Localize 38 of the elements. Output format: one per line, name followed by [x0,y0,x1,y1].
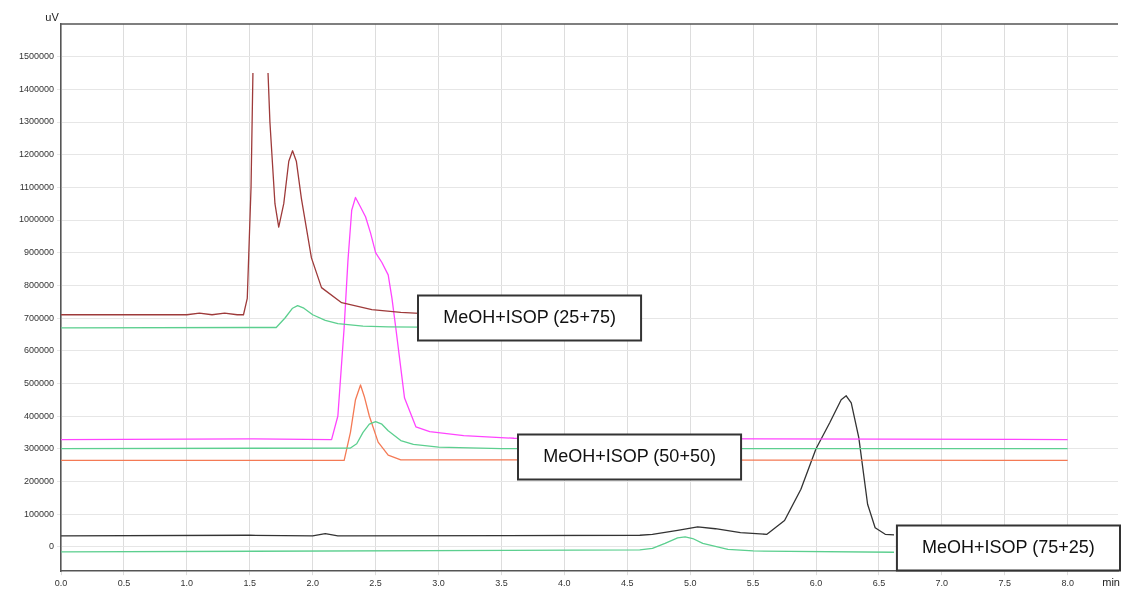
y-tick-label: 1300000 [18,116,55,127]
y-tick-label: 900000 [23,247,55,258]
annotation: MeOH+ISOP (25+75) [443,306,616,327]
y-tick-label: 200000 [23,475,55,486]
y-tick-label: 400000 [23,410,55,421]
x-tick-label: 6.0 [809,578,823,589]
annotation: MeOH+ISOP (75+25) [922,536,1095,557]
y-tick-label: 600000 [23,345,55,356]
x-tick-label: 2.5 [369,578,382,589]
y-tick-label: 500000 [23,377,55,388]
y-tick-label: 1000000 [18,214,55,225]
y-tick-label: 300000 [23,443,55,454]
x-tick-label: 3.5 [495,578,508,589]
x-tick-label: 0.5 [117,578,131,589]
x-tick-label: 8.0 [1061,578,1074,589]
annotation: MeOH+ISOP (50+50) [543,445,716,466]
y-tick-label: 1200000 [18,149,55,160]
y-tick-label: 100000 [23,508,55,519]
x-tick-label: 7.0 [935,578,949,589]
y-tick-label: 1100000 [19,181,55,192]
y-tick-label: 800000 [23,279,55,290]
x-axis-title: min [1102,575,1120,588]
x-tick-label: 4.0 [558,578,571,589]
x-tick-label: 7.5 [998,578,1012,589]
x-tick-label: 5.5 [746,578,760,589]
y-axis-title: uV [45,10,60,23]
x-tick-label: 0.0 [54,578,68,589]
x-tick-label: 1.0 [180,578,194,589]
x-tick-label: 1.5 [243,578,257,589]
y-tick-label: 1400000 [18,83,55,94]
x-tick-label: 2.0 [306,578,319,589]
y-tick-label: 1500000 [18,51,55,62]
x-tick-label: 4.5 [621,578,634,589]
x-tick-label: 3.0 [432,578,445,589]
y-tick-label: 0 [49,541,55,552]
x-tick-label: 5.0 [683,578,697,589]
y-tick-label: 700000 [23,312,55,323]
x-tick-label: 6.5 [872,578,886,589]
